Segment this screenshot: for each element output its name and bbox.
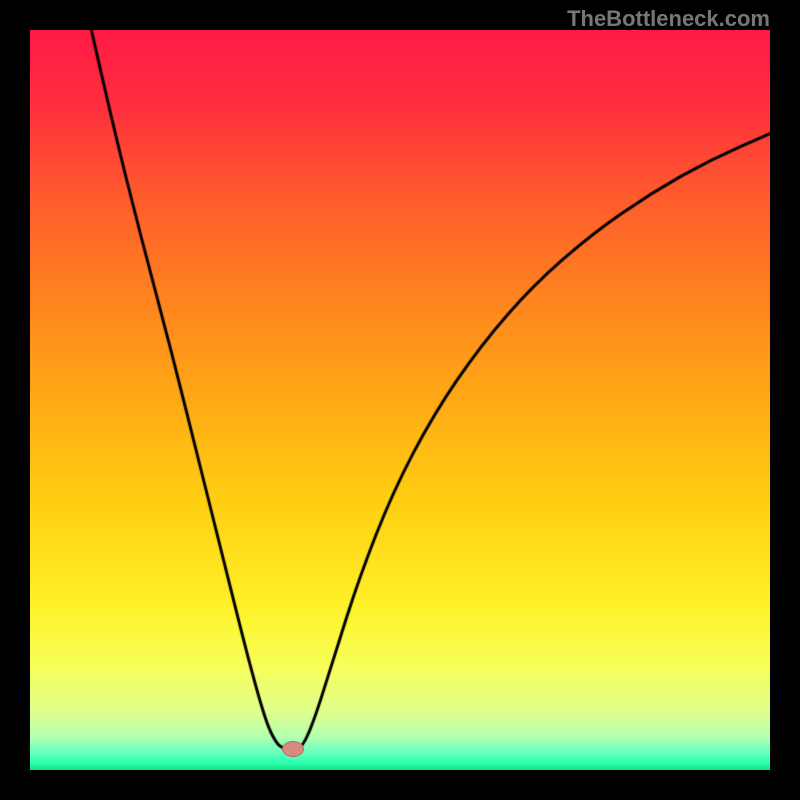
bottleneck-curve [30,30,770,770]
watermark-text: TheBottleneck.com [567,6,770,32]
stage: TheBottleneck.com [0,0,800,800]
sweet-spot-marker [282,741,304,757]
